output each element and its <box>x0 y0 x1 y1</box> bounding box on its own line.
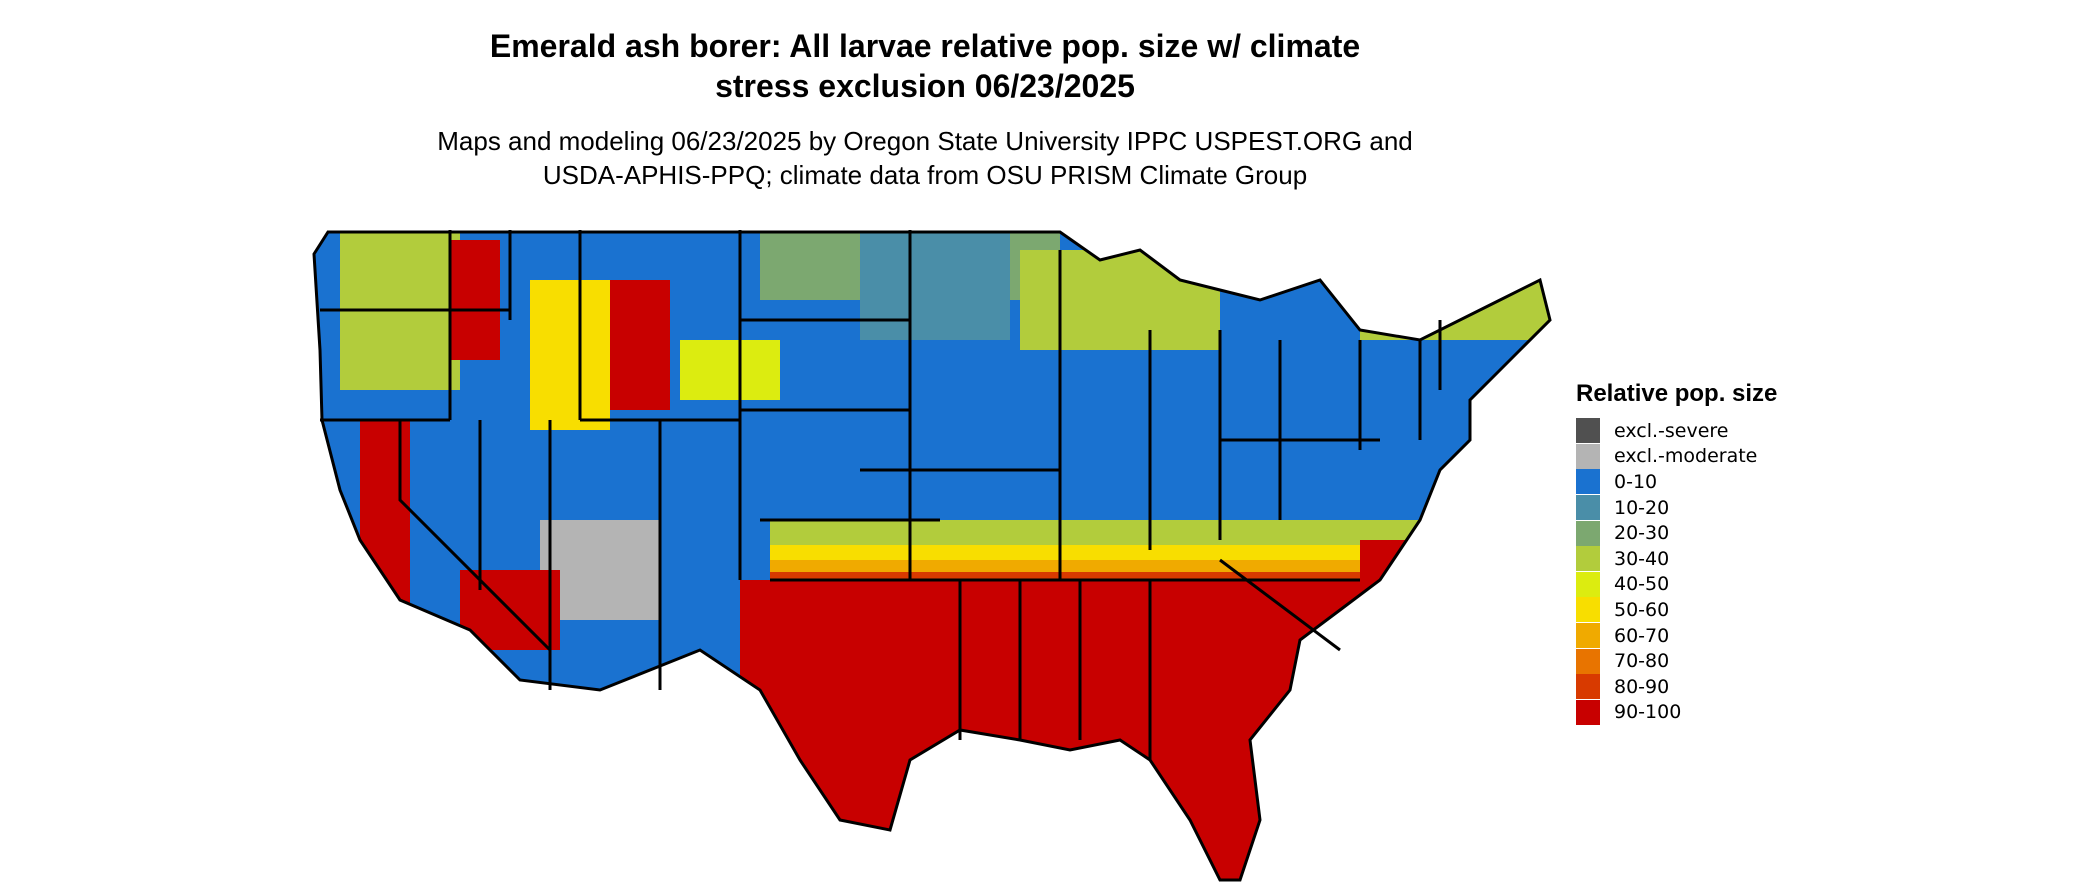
legend-item: 30-40 <box>1576 546 1777 572</box>
legend-item: 70-80 <box>1576 648 1777 674</box>
legend-item: 90-100 <box>1576 699 1777 726</box>
legend-item: excl.-moderate <box>1576 443 1777 470</box>
legend-swatch <box>1576 597 1600 623</box>
legend-label: excl.-severe <box>1614 419 1729 442</box>
legend-item: 50-60 <box>1576 597 1777 623</box>
legend-swatch <box>1576 443 1600 469</box>
legend-label: 70-80 <box>1614 650 1670 673</box>
legend-label: 60-70 <box>1614 624 1670 647</box>
legend-item: 60-70 <box>1576 623 1777 649</box>
legend-swatch <box>1576 418 1600 444</box>
subtitle-line-1: Maps and modeling 06/23/2025 by Oregon S… <box>437 126 1413 156</box>
legend-swatch <box>1576 699 1600 725</box>
legend-item: 40-50 <box>1576 571 1777 598</box>
legend-label: 10-20 <box>1614 496 1670 519</box>
state-boundaries <box>312 230 1552 882</box>
title-line-1: Emerald ash borer: All larvae relative p… <box>489 28 1361 64</box>
legend-swatch <box>1576 571 1600 597</box>
legend-swatch <box>1576 648 1600 674</box>
legend-item: excl.-severe <box>1576 418 1777 444</box>
legend-item: 0-10 <box>1576 469 1777 495</box>
us-population-map <box>312 230 1552 882</box>
legend-item: 80-90 <box>1576 674 1777 700</box>
legend-label: 40-50 <box>1614 573 1670 596</box>
legend-label: 80-90 <box>1614 675 1670 698</box>
legend-title: Relative pop. size <box>1576 380 1778 407</box>
legend-swatch <box>1576 469 1600 495</box>
legend-label: 20-30 <box>1614 522 1670 545</box>
legend-swatch <box>1576 674 1600 700</box>
legend-item: 10-20 <box>1576 495 1777 521</box>
subtitle-line-2: USDA-APHIS-PPQ; climate data from OSU PR… <box>542 160 1308 190</box>
legend-items: excl.-severe excl.-moderate 0-10 10-20 20-30… <box>1576 418 1777 725</box>
legend-label: 30-40 <box>1614 547 1670 570</box>
map-title: Emerald ash borer: All larvae relative p… <box>420 26 1430 106</box>
legend-swatch <box>1576 623 1600 649</box>
legend-swatch <box>1576 495 1600 521</box>
legend-label: 90-100 <box>1614 701 1682 724</box>
legend-swatch <box>1576 520 1600 546</box>
title-line-2: stress exclusion 06/23/2025 <box>715 68 1135 104</box>
legend-label: excl.-moderate <box>1614 445 1758 468</box>
legend-label: 50-60 <box>1614 598 1670 621</box>
legend-label: 0-10 <box>1614 470 1658 493</box>
map-subtitle: Maps and modeling 06/23/2025 by Oregon S… <box>360 124 1490 192</box>
legend-item: 20-30 <box>1576 520 1777 546</box>
map-fill <box>314 232 1550 880</box>
legend: Relative pop. size excl.-severe excl.-mod… <box>1576 380 1777 725</box>
legend-swatch <box>1576 546 1600 572</box>
